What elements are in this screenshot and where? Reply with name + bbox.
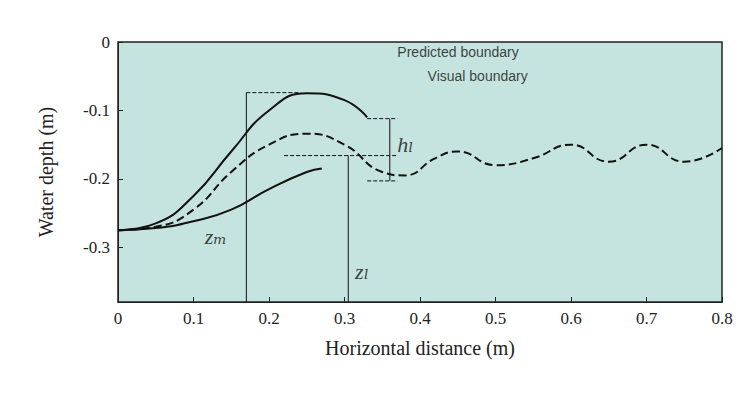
svg-text:Horizontal distance (m): Horizontal distance (m) (325, 337, 515, 360)
svg-text:-0.1: -0.1 (83, 101, 110, 120)
svg-text:-0.3: -0.3 (83, 238, 110, 257)
svg-text:0.2: 0.2 (258, 309, 279, 328)
svg-text:0.8: 0.8 (711, 309, 732, 328)
svg-text:0.4: 0.4 (409, 309, 431, 328)
svg-text:Water depth (m): Water depth (m) (35, 107, 58, 238)
svg-text:zₗ: zₗ (354, 259, 369, 284)
svg-text:0.3: 0.3 (334, 309, 355, 328)
svg-text:hₗ: hₗ (397, 132, 413, 157)
svg-text:0: 0 (102, 33, 111, 52)
svg-text:Predicted boundary: Predicted boundary (397, 44, 518, 60)
svg-text:0.5: 0.5 (485, 309, 506, 328)
svg-text:-0.2: -0.2 (83, 169, 110, 188)
svg-text:Visual boundary: Visual boundary (428, 68, 528, 84)
svg-text:zₘ: zₘ (204, 224, 227, 249)
svg-text:0.1: 0.1 (183, 309, 204, 328)
svg-text:0: 0 (114, 309, 123, 328)
svg-text:0.7: 0.7 (636, 309, 658, 328)
svg-text:0.6: 0.6 (560, 309, 581, 328)
